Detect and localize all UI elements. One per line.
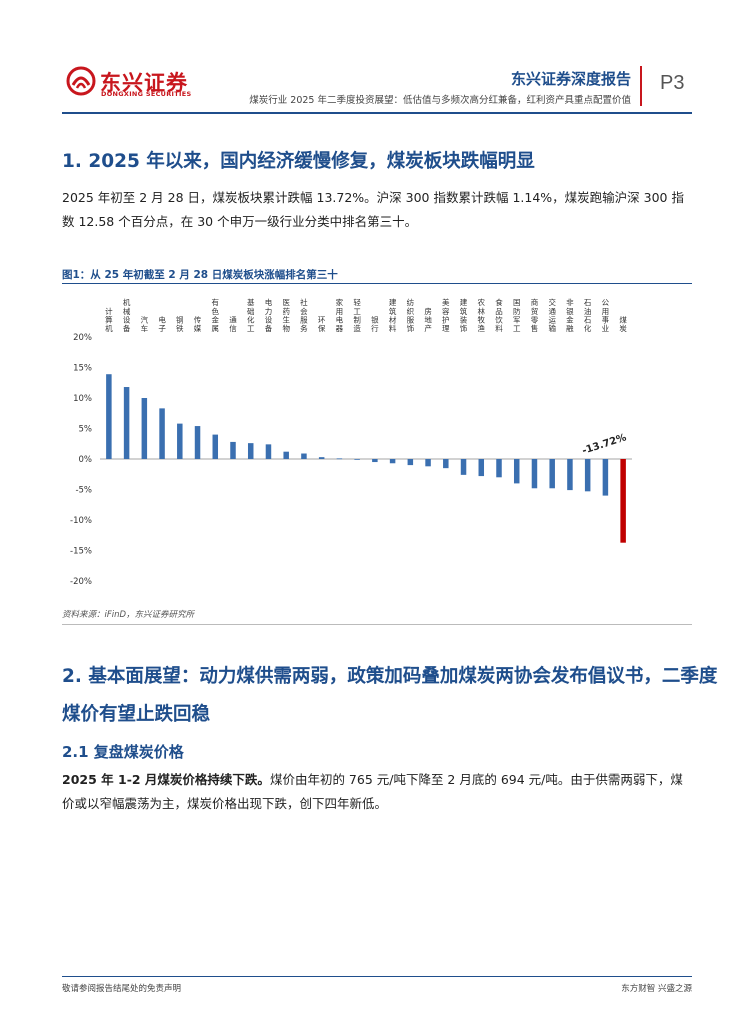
bar-医药生物 [283, 451, 289, 459]
category-label: 建筑材料 [389, 297, 397, 333]
category-label: 公用事业 [602, 298, 610, 333]
bar-纺织服饰 [407, 459, 414, 466]
category-label: 社会服务 [300, 297, 308, 333]
category-label: 电子 [158, 314, 166, 333]
bar-国防军工 [513, 459, 520, 484]
chart-annotation: -13.72% [581, 432, 628, 457]
category-label: 农林牧渔 [478, 297, 486, 333]
category-label: 钢铁 [176, 314, 184, 333]
category-label: 通信 [229, 314, 237, 333]
y-tick-label: 15% [73, 364, 92, 374]
bar-石油石化 [584, 459, 591, 492]
category-label: 房地产 [424, 306, 432, 333]
dongxing-logo-icon [66, 66, 96, 96]
category-label: 电力设备 [265, 297, 273, 333]
bar-基础化工 [247, 443, 254, 459]
category-label: 建筑装饰 [460, 297, 468, 333]
y-tick-label: 10% [73, 394, 92, 404]
category-label: 交通运输 [548, 297, 556, 333]
category-label: 轻工制造 [353, 297, 361, 333]
section2-paragraph: 2025 年 1-2 月煤炭价格持续下跌。煤价由年初的 765 元/吨下降至 2… [62, 768, 692, 816]
page-number: P3 [660, 72, 685, 94]
section2-paragraph-lead: 2025 年 1-2 月煤炭价格持续下跌。 [62, 772, 270, 787]
section2-title-line2: 煤价有望止跌回稳 [62, 704, 211, 725]
bar-有色金属 [212, 434, 219, 459]
category-label: 汽车 [141, 314, 149, 333]
bar-社会服务 [301, 453, 307, 459]
bar-钢铁 [177, 423, 183, 459]
category-label: 基础化工 [247, 297, 255, 333]
report-type: 东兴证券深度报告 [510, 70, 631, 88]
footer-disclaimer: 敬请参阅报告结尾处的免责声明 [62, 984, 182, 994]
bar-交通运输 [549, 459, 555, 489]
y-tick-label: -5% [75, 486, 92, 496]
figure1-bottom-rule [62, 624, 692, 625]
brand-name-en: DONGXING SECURITIES [101, 90, 192, 98]
category-label: 计算机 [105, 306, 113, 333]
y-tick-label: -20% [70, 577, 92, 587]
bar-机械设备 [123, 387, 130, 459]
bar-食品饮料 [496, 459, 502, 478]
bar-非银金融 [567, 459, 573, 491]
y-tick-label: -10% [70, 516, 92, 526]
bar-煤炭 [620, 459, 626, 543]
category-label: 食品饮料 [495, 297, 503, 333]
y-tick-label: 0% [79, 455, 93, 465]
category-label: 商贸零售 [531, 297, 539, 333]
section1-paragraph: 2025 年初至 2 月 28 日，煤炭板块累计跌幅 13.72%。沪深 300… [62, 190, 684, 229]
figure1-top-rule [62, 283, 692, 284]
bar-建筑装饰 [460, 459, 467, 475]
category-label: 非银金融 [566, 297, 574, 333]
bar-轻工制造 [354, 459, 360, 460]
bar-银行 [372, 459, 378, 463]
section2-paragraph-body: 煤价由年初的 765 元/吨下降至 2 月底的 694 元/吨。由于供需两弱下，… [62, 772, 683, 811]
category-label: 美容护理 [442, 297, 450, 333]
y-tick-label: 20% [73, 333, 92, 343]
category-label: 环保 [318, 315, 326, 333]
bar-公用事业 [602, 459, 609, 496]
y-tick-label: 5% [79, 425, 93, 435]
bar-美容护理 [443, 459, 449, 469]
report-subtitle: 煤炭行业 2025 年二季度投资展望：低估值与多频次高分红兼备，红利资产具重点配… [249, 95, 631, 106]
category-label: 家用电器 [336, 297, 344, 333]
category-label: 传媒 [194, 314, 202, 333]
category-label: 煤炭 [619, 314, 627, 333]
category-label: 国防军工 [513, 298, 521, 333]
figure1-bar-chart: 20% 15% 10% 5% 0% -5% -10% -15% -20% 计算机 机械设备 汽车电子… [70, 297, 632, 587]
bar-传媒 [194, 426, 201, 459]
bar-通信 [230, 441, 236, 459]
y-tick-label: -15% [70, 547, 92, 557]
section2-title-line1: 2. 基本面展望：动力煤供需两弱，政策加码叠加煤炭两协会发布倡议书，二季度 [62, 666, 718, 687]
footer-slogan: 东方财智 兴盛之源 [621, 984, 692, 994]
bar-家用电器 [336, 458, 343, 460]
bar-汽车 [141, 398, 148, 459]
header-divider [640, 66, 642, 106]
figure1-title: 图1：从 25 年初截至 2 月 28 日煤炭板块涨幅排名第三十 [62, 269, 338, 281]
category-label: 石油石化 [584, 298, 592, 333]
footer-rule [62, 976, 692, 977]
bar-建筑材料 [389, 459, 396, 464]
bar-电力设备 [265, 444, 272, 459]
bar-环保 [318, 457, 325, 459]
section2-1-title: 2.1 复盘煤炭价格 [62, 743, 184, 761]
header-rule [62, 112, 692, 114]
bar-房地产 [425, 459, 431, 467]
bar-农林牧渔 [478, 459, 485, 477]
brand-name: 东兴证券 [100, 71, 188, 95]
category-label: 医药生物 [282, 298, 290, 333]
bar-计算机 [106, 374, 112, 459]
category-label: 纺织服饰 [407, 297, 415, 333]
bar-商贸零售 [531, 459, 538, 489]
section1-title: 1. 2025 年以来，国内经济缓慢修复，煤炭板块跌幅明显 [62, 151, 535, 172]
category-label: 银行 [371, 315, 379, 333]
bar-电子 [159, 408, 165, 459]
category-label: 有色金属 [212, 297, 220, 333]
category-label: 机械设备 [123, 297, 131, 333]
figure1-source: 资料来源：iFinD，东兴证券研究所 [62, 610, 195, 620]
company-logo: 东兴证券 DONGXING SECURITIES [66, 66, 191, 102]
